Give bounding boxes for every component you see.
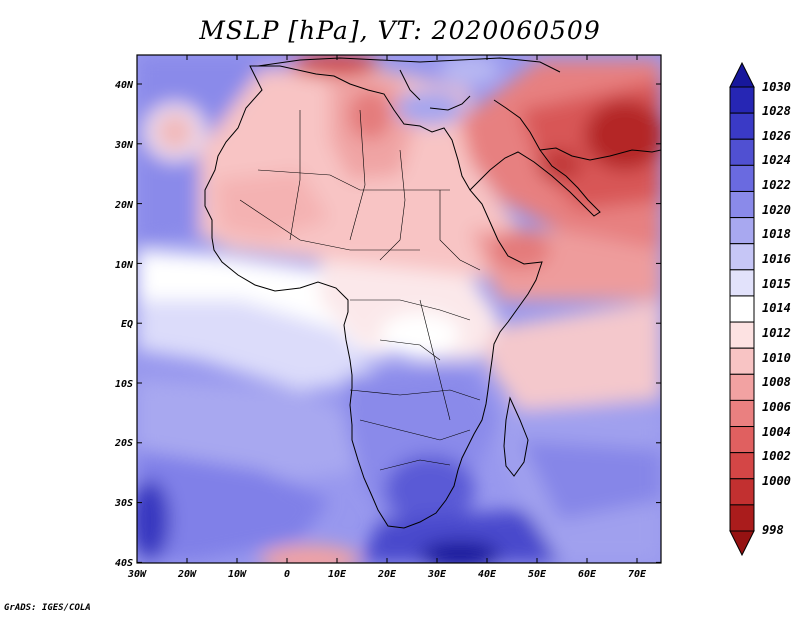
colorbar-cell xyxy=(729,217,755,245)
colorbar-cells xyxy=(729,86,755,532)
colorbar-cell xyxy=(729,138,755,166)
lat-label-10n: 10N xyxy=(115,260,134,271)
lon-label-0: 0 xyxy=(284,569,290,580)
lon-label-20w: 20W xyxy=(177,569,197,580)
colorbar-cell xyxy=(729,399,755,428)
colorbar-label-1016: 1016 xyxy=(762,252,791,266)
colorbar-label-1030: 1030 xyxy=(762,80,791,94)
colorbar-cell xyxy=(729,426,755,454)
colorbar-cell xyxy=(729,190,755,219)
lon-label-30e: 30E xyxy=(427,569,447,580)
colorbar-cell xyxy=(729,86,755,114)
colorbar-label-1028: 1028 xyxy=(762,104,791,118)
lon-label-60e: 60E xyxy=(578,569,597,580)
colorbar-label-1014: 1014 xyxy=(762,301,791,315)
colorbar-cell xyxy=(729,478,755,506)
lat-label-30n: 30N xyxy=(114,140,134,151)
colorbar-cell xyxy=(729,269,755,297)
colorbar-label-1004: 1004 xyxy=(762,425,791,439)
colorbar-label-1006: 1006 xyxy=(762,400,791,414)
colorbar-cell xyxy=(729,347,755,375)
plot-frame xyxy=(136,54,662,564)
lat-label-10s: 10S xyxy=(115,379,133,390)
colorbar-label-1020: 1020 xyxy=(762,203,791,217)
grads-credit: GrADS: IGES/COLA xyxy=(4,603,91,613)
colorbar-cell xyxy=(729,321,755,349)
colorbar-label-998: 998 xyxy=(762,523,784,537)
colorbar-cell xyxy=(729,373,755,401)
lat-label-40n: 40N xyxy=(115,80,134,91)
colorbar-label-1000: 1000 xyxy=(762,474,791,488)
colorbar-label-1002: 1002 xyxy=(762,449,791,463)
colorbar-label-1018: 1018 xyxy=(762,227,791,241)
axis-ticks xyxy=(136,55,661,563)
map-title: MSLP [hPa], VT: 2020060509 xyxy=(199,16,601,45)
colorbar-bottom-arrow xyxy=(729,530,755,557)
lat-label-eq: EQ xyxy=(121,319,133,330)
colorbar-label-1026: 1026 xyxy=(762,129,791,143)
colorbar-cell xyxy=(729,243,755,271)
lon-label-50e: 50E xyxy=(528,569,547,580)
colorbar-label-1008: 1008 xyxy=(762,375,791,389)
lon-label-40e: 40E xyxy=(478,569,497,580)
lon-label-10w: 10W xyxy=(228,569,247,580)
lat-label-30s: 30S xyxy=(114,498,133,509)
colorbar-label-1012: 1012 xyxy=(762,326,791,340)
lon-label-20e: 20E xyxy=(377,569,397,580)
colorbar-cell xyxy=(729,164,755,192)
lat-label-20n: 20N xyxy=(114,200,134,211)
lat-label-20s: 20S xyxy=(114,438,133,449)
colorbar-cell xyxy=(729,504,755,532)
colorbar-label-1022: 1022 xyxy=(762,178,791,192)
lat-label-40s: 40S xyxy=(115,558,133,569)
coastlines xyxy=(204,57,661,529)
colorbar-label-1015: 1015 xyxy=(762,277,791,291)
country-borders xyxy=(239,109,481,471)
colorbar-cell xyxy=(729,295,755,323)
colorbar-cell xyxy=(729,452,755,480)
lon-label-70e: 70E xyxy=(628,569,647,580)
colorbar: 1030 1028 1026 1024 1022 1020 1018 1016 … xyxy=(729,61,791,557)
pressure-field xyxy=(137,55,661,563)
colorbar-label-1010: 1010 xyxy=(762,351,791,365)
colorbar-cell xyxy=(729,112,755,140)
colorbar-label-1024: 1024 xyxy=(762,153,791,167)
lon-label-30w: 30W xyxy=(127,569,147,580)
lon-label-10e: 10E xyxy=(328,569,347,580)
colorbar-top-arrow xyxy=(729,61,755,88)
